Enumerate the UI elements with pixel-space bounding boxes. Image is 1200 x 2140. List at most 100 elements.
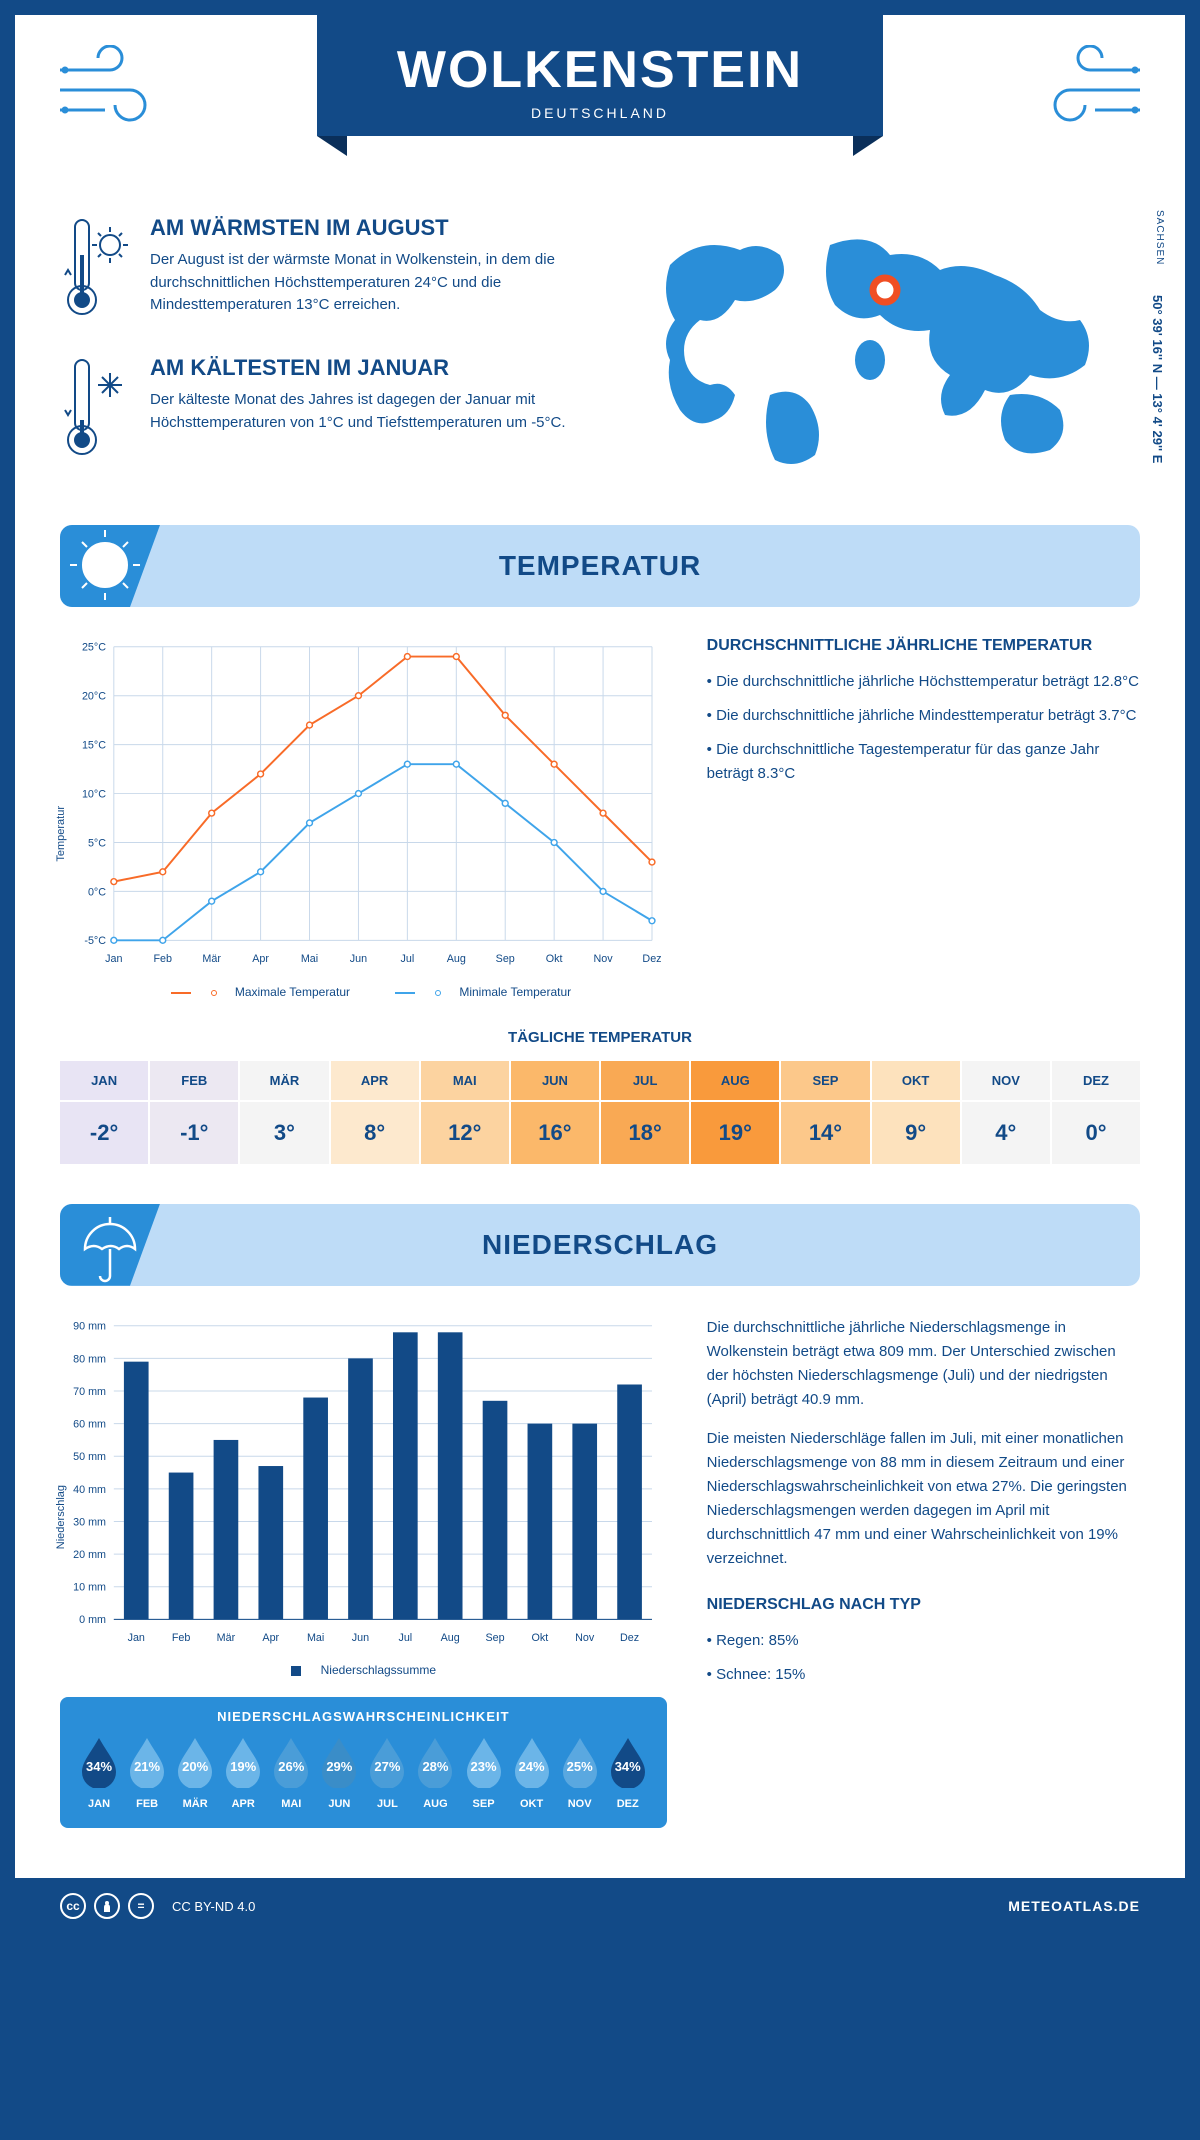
svg-text:10°C: 10°C: [82, 788, 106, 800]
y-axis-label: Niederschlag: [55, 1485, 67, 1549]
svg-text:Jul: Jul: [400, 953, 414, 965]
prob-cell: 34% JAN: [75, 1736, 123, 1810]
umbrella-icon: [60, 1204, 160, 1286]
raindrop-icon: 34%: [607, 1736, 649, 1793]
daily-temp-table: JAN -2° FEB -1° MÄR 3° APR 8° MAI 12° JU…: [60, 1061, 1140, 1164]
thermometer-hot-icon: [60, 215, 130, 330]
temperature-line-chart: -5°C0°C5°C10°C15°C20°C25°CJanFebMärAprMa…: [60, 637, 667, 970]
precip-text: Die meisten Niederschläge fallen im Juli…: [707, 1427, 1140, 1571]
svg-text:30 mm: 30 mm: [73, 1516, 106, 1528]
svg-text:Mär: Mär: [217, 1632, 236, 1644]
svg-text:Dez: Dez: [620, 1632, 639, 1644]
section-header-temp: TEMPERATUR: [60, 525, 1140, 607]
section-title: TEMPERATUR: [100, 550, 1100, 582]
temp-cell: JAN -2°: [60, 1061, 150, 1164]
prob-cell: 34% DEZ: [604, 1736, 652, 1810]
wind-icon: [1035, 45, 1145, 140]
prob-cell: 23% SEP: [460, 1736, 508, 1810]
prob-cell: 20% MÄR: [171, 1736, 219, 1810]
fact-warm-title: AM WÄRMSTEN IM AUGUST: [150, 215, 580, 241]
svg-text:10 mm: 10 mm: [73, 1581, 106, 1593]
svg-text:Sep: Sep: [485, 1632, 504, 1644]
prob-cell: 24% OKT: [508, 1736, 556, 1810]
svg-text:90 mm: 90 mm: [73, 1320, 106, 1332]
svg-text:Aug: Aug: [441, 1632, 460, 1644]
svg-text:80 mm: 80 mm: [73, 1353, 106, 1365]
license-badges: cc = CC BY-ND 4.0: [60, 1893, 255, 1919]
section-header-precip: NIEDERSCHLAG: [60, 1204, 1140, 1286]
cc-icon: cc: [60, 1893, 86, 1919]
svg-text:60 mm: 60 mm: [73, 1418, 106, 1430]
svg-text:0°C: 0°C: [88, 886, 106, 898]
svg-text:Aug: Aug: [447, 953, 466, 965]
precipitation-bar-chart: 0 mm10 mm20 mm30 mm40 mm50 mm60 mm70 mm8…: [60, 1316, 667, 1649]
thermometer-cold-icon: [60, 355, 130, 470]
temp-bullet: • Die durchschnittliche jährliche Höchst…: [707, 670, 1140, 694]
header: WOLKENSTEIN DEUTSCHLAND: [15, 15, 1185, 195]
temp-cell: AUG 19°: [691, 1061, 781, 1164]
raindrop-icon: 20%: [174, 1736, 216, 1793]
prob-cell: 21% FEB: [123, 1736, 171, 1810]
prob-cell: 28% AUG: [411, 1736, 459, 1810]
svg-text:0 mm: 0 mm: [79, 1614, 106, 1626]
svg-text:Jun: Jun: [350, 953, 367, 965]
svg-text:Feb: Feb: [153, 953, 172, 965]
legend-label: Niederschlagssumme: [321, 1663, 436, 1677]
temp-cell: MÄR 3°: [240, 1061, 330, 1164]
temp-cell: APR 8°: [331, 1061, 421, 1164]
site-name: METEOATLAS.DE: [1008, 1898, 1140, 1914]
world-map-icon: [620, 215, 1140, 475]
svg-text:25°C: 25°C: [82, 642, 106, 654]
header-banner: WOLKENSTEIN DEUTSCHLAND: [317, 15, 883, 136]
raindrop-icon: 19%: [222, 1736, 264, 1793]
temp-cell: NOV 4°: [962, 1061, 1052, 1164]
temp-text-title: DURCHSCHNITTLICHE JÄHRLICHE TEMPERATUR: [707, 637, 1140, 655]
prob-cell: 26% MAI: [267, 1736, 315, 1810]
region-label: SACHSEN: [1154, 210, 1165, 265]
country-name: DEUTSCHLAND: [397, 105, 803, 121]
svg-text:Mai: Mai: [307, 1632, 324, 1644]
y-axis-label: Temperatur: [55, 806, 67, 862]
svg-text:50 mm: 50 mm: [73, 1451, 106, 1463]
wind-icon: [55, 45, 165, 140]
svg-text:Jan: Jan: [128, 1632, 145, 1644]
svg-text:5°C: 5°C: [88, 837, 106, 849]
prob-cell: 19% APR: [219, 1736, 267, 1810]
svg-text:40 mm: 40 mm: [73, 1483, 106, 1495]
svg-text:Jun: Jun: [352, 1632, 369, 1644]
temp-cell: SEP 14°: [781, 1061, 871, 1164]
svg-text:Mär: Mär: [202, 953, 221, 965]
sun-icon: [60, 525, 160, 607]
city-name: WOLKENSTEIN: [397, 40, 803, 100]
license-text: CC BY-ND 4.0: [172, 1899, 255, 1914]
raindrop-icon: 27%: [366, 1736, 408, 1793]
svg-text:20 mm: 20 mm: [73, 1549, 106, 1561]
prob-title: NIEDERSCHLAGSWAHRSCHEINLICHKEIT: [75, 1709, 652, 1724]
temp-cell: MAI 12°: [421, 1061, 511, 1164]
infographic-page: WOLKENSTEIN DEUTSCHLAND AM WÄRMSTEN IM A…: [15, 15, 1185, 1934]
svg-text:Nov: Nov: [594, 953, 614, 965]
raindrop-icon: 29%: [318, 1736, 360, 1793]
temp-cell: OKT 9°: [872, 1061, 962, 1164]
svg-text:Jul: Jul: [398, 1632, 412, 1644]
coords-label: 50° 39' 16'' N — 13° 4' 29'' E: [1150, 295, 1165, 463]
intro-facts: AM WÄRMSTEN IM AUGUST Der August ist der…: [60, 215, 580, 495]
svg-text:Apr: Apr: [252, 953, 269, 965]
svg-text:20°C: 20°C: [82, 691, 106, 703]
temp-chart-legend: Maximale Temperatur Minimale Temperatur: [60, 985, 667, 999]
daily-temp-title: TÄGLICHE TEMPERATUR: [60, 1029, 1140, 1046]
precip-chart-legend: Niederschlagssumme: [60, 1663, 667, 1677]
svg-text:Nov: Nov: [575, 1632, 595, 1644]
precip-type: • Schnee: 15%: [707, 1663, 1140, 1687]
footer: cc = CC BY-ND 4.0 METEOATLAS.DE: [15, 1878, 1185, 1934]
fact-cold-text: Der kälteste Monat des Jahres ist dagege…: [150, 389, 580, 434]
raindrop-icon: 23%: [463, 1736, 505, 1793]
raindrop-icon: 28%: [414, 1736, 456, 1793]
precip-type-title: NIEDERSCHLAG NACH TYP: [707, 1596, 1140, 1614]
svg-text:Mai: Mai: [301, 953, 318, 965]
temp-cell: FEB -1°: [150, 1061, 240, 1164]
precip-probability-table: NIEDERSCHLAGSWAHRSCHEINLICHKEIT 34% JAN …: [60, 1697, 667, 1828]
svg-text:15°C: 15°C: [82, 740, 106, 752]
prob-cell: 25% NOV: [556, 1736, 604, 1810]
svg-text:Sep: Sep: [496, 953, 515, 965]
